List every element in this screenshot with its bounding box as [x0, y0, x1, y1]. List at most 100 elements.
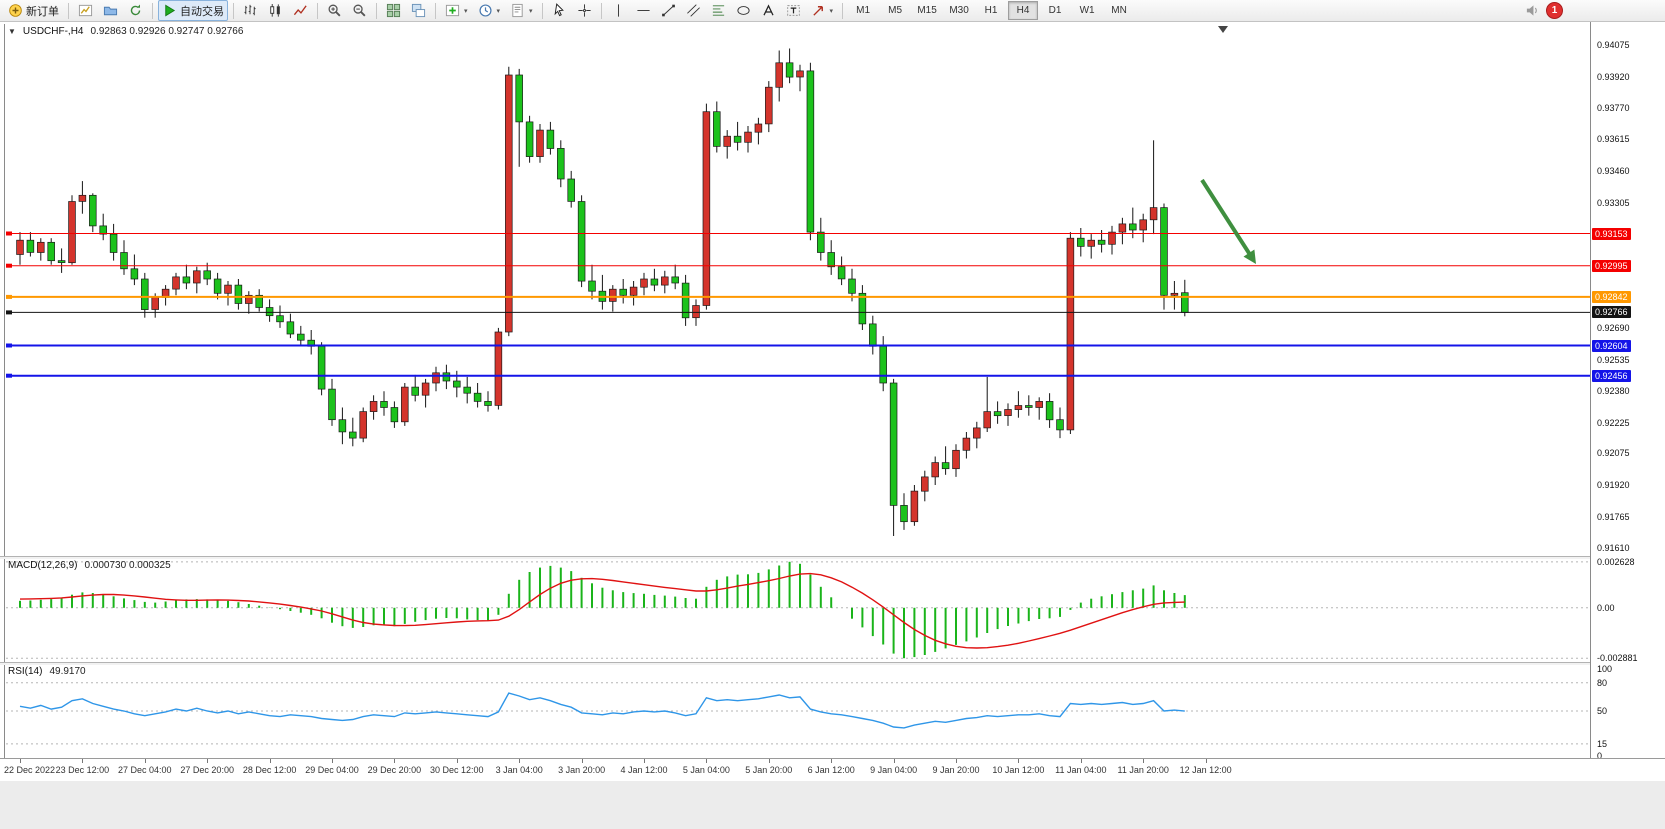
- autotrading-button-label: 自动交易: [180, 5, 224, 18]
- timeframe-d1-button[interactable]: D1: [1048, 5, 1062, 16]
- bar-chart-button[interactable]: [239, 0, 262, 21]
- time-axis-label: 27 Dec 20:00: [180, 765, 234, 775]
- timeframe-h4-button[interactable]: H4: [1008, 1, 1039, 20]
- time-axis-label: 28 Dec 12:00: [242, 765, 297, 775]
- zoom-out-button[interactable]: [348, 0, 371, 21]
- time-axis[interactable]: 22 Dec 2022 23 Dec 12:00 27 Dec 04:00 27 De…: [0, 758, 1665, 781]
- vertical-line-button[interactable]: [607, 0, 630, 21]
- time-axis-tick: [956, 759, 957, 763]
- price-chart-panel: ▼ USDCHF-,H4 0.92863 0.92926 0.92747 0.9…: [6, 24, 1590, 556]
- price-axis-label: 0.91765: [1597, 511, 1630, 522]
- autotrading-button[interactable]: 自动交易: [158, 0, 228, 21]
- chevron-down-icon: ▾: [829, 7, 834, 15]
- channel-button[interactable]: [682, 0, 705, 21]
- new-order-button[interactable]: 新订单: [4, 0, 63, 21]
- toolbar-separator: [233, 2, 234, 19]
- time-axis-tick: [207, 759, 209, 763]
- new-chart-button[interactable]: [74, 0, 97, 21]
- time-axis-tick: [893, 759, 895, 763]
- zoom-out-icon: [352, 3, 367, 18]
- price-axis-label: 0.91610: [1597, 543, 1630, 554]
- panel-separator[interactable]: [0, 556, 1665, 559]
- time-axis-label: 23 Dec 12:00: [55, 765, 110, 775]
- time-axis-tick: [82, 759, 84, 763]
- timeframe-m5-button[interactable]: M5: [888, 5, 903, 16]
- candlestick-chart[interactable]: [6, 24, 1590, 556]
- macd-chart[interactable]: [6, 558, 1590, 662]
- crosshair-button[interactable]: [573, 0, 596, 21]
- trendline-button[interactable]: [657, 0, 680, 21]
- chart-left-edge: [4, 24, 5, 780]
- fibonacci-button[interactable]: [707, 0, 730, 21]
- timeframe-mn-button[interactable]: MN: [1111, 5, 1127, 16]
- periods-button[interactable]: ▾: [474, 0, 505, 21]
- rsi-axis-label: 50: [1597, 706, 1608, 716]
- timeframe-h1-button[interactable]: H1: [984, 5, 998, 16]
- timeframe-m1-button[interactable]: M1: [856, 5, 871, 16]
- label-button[interactable]: [782, 0, 805, 21]
- chart-symbol-title: USDCHF-,H4: [22, 26, 84, 37]
- rsi-axis-label: 15: [1597, 738, 1608, 749]
- price-axis-label: 0.93615: [1597, 134, 1630, 145]
- time-axis-label: 11 Jan 04:00: [1055, 765, 1107, 775]
- price-axis[interactable]: 0.94075 0.93920 0.93770 0.93615 0.93460 0.933…: [1590, 22, 1665, 780]
- profiles-button[interactable]: [99, 0, 122, 21]
- line-left-marker: [6, 310, 12, 315]
- label-icon: [786, 3, 801, 18]
- timeframe-w1-button[interactable]: W1: [1079, 5, 1095, 16]
- toolbar-separator: [541, 2, 543, 19]
- price-axis-label: 0.93920: [1597, 72, 1630, 82]
- macd-panel: MACD(12,26,9) 0.000730 0.000325: [6, 558, 1590, 662]
- macd-title: MACD(12,26,9) 0.000730 0.000325: [8, 560, 171, 571]
- refresh-button[interactable]: [124, 0, 147, 21]
- chart-title: ▼ USDCHF-,H4 0.92863 0.92926 0.92747 0.9…: [8, 26, 243, 37]
- time-axis-tick: [1205, 759, 1207, 763]
- panel-separator[interactable]: [0, 662, 1665, 665]
- shapes-button[interactable]: [732, 0, 755, 21]
- chart-shift-marker[interactable]: [1218, 26, 1228, 33]
- price-axis-label: 0.93460: [1597, 165, 1630, 176]
- new-order-button-label: 新订单: [26, 5, 59, 18]
- time-axis-tick: [1018, 759, 1020, 763]
- toolbar-right-group: 1: [1525, 2, 1563, 19]
- arrange-windows-button[interactable]: [407, 0, 430, 21]
- templates-button[interactable]: ▾: [506, 0, 537, 21]
- time-axis-tick: [644, 759, 645, 763]
- macd-signal-line: [19, 572, 1185, 649]
- toolbar-separator: [68, 2, 69, 19]
- zoom-in-button[interactable]: [323, 0, 346, 21]
- time-axis-tick: [706, 759, 708, 763]
- cursor-button[interactable]: [548, 0, 571, 21]
- annotation-arrow[interactable]: [1200, 178, 1256, 264]
- arrows-button[interactable]: ▾: [807, 0, 838, 21]
- rsi-axis-label: 80: [1597, 677, 1608, 688]
- time-axis-tick: [831, 759, 833, 763]
- time-axis-tick: [1143, 759, 1145, 763]
- one-click-trading-collapse-icon[interactable]: ▼: [8, 26, 16, 36]
- toolbar-separator: [435, 2, 436, 19]
- indicators-button[interactable]: ▾: [441, 0, 472, 21]
- candlestick-button[interactable]: [264, 0, 287, 21]
- candlestick-icon: [268, 3, 283, 18]
- toolbar-separator: [600, 2, 602, 19]
- rsi-chart[interactable]: [6, 664, 1590, 758]
- timeframe-m30-button[interactable]: M30: [949, 5, 969, 16]
- time-axis-label: 3 Jan 04:00: [495, 765, 543, 775]
- text-button[interactable]: [757, 0, 780, 21]
- text-icon: [761, 3, 776, 18]
- crosshair-icon: [577, 3, 592, 18]
- horizontal-line-button[interactable]: [632, 0, 655, 21]
- timeframe-m15-button[interactable]: M15: [917, 5, 937, 16]
- time-axis-label: 5 Jan 20:00: [745, 765, 793, 775]
- notification-badge[interactable]: 1: [1546, 2, 1563, 19]
- time-axis-tick: [519, 759, 521, 763]
- tile-windows-button[interactable]: [382, 0, 405, 21]
- speaker-icon[interactable]: [1525, 3, 1540, 18]
- rsi-axis-label: 100: [1597, 664, 1613, 674]
- time-axis-label: 29 Dec 04:00: [305, 765, 359, 775]
- window-bottom-strip: [0, 780, 1665, 829]
- new-order-icon: [8, 3, 23, 18]
- line-chart-button[interactable]: [289, 0, 312, 21]
- time-axis-label: 4 Jan 12:00: [620, 765, 668, 775]
- refresh-icon: [128, 3, 143, 18]
